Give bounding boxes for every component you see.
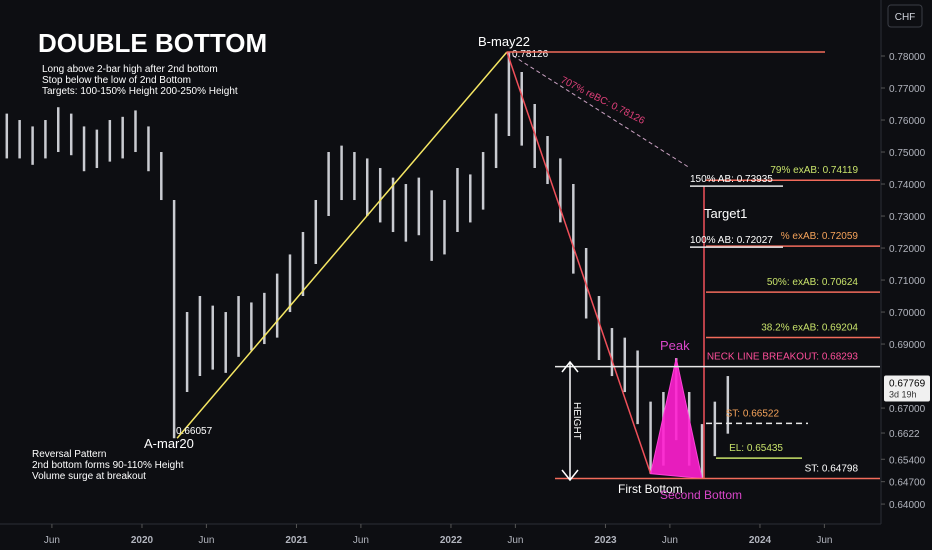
y-tick-label: 0.6622 bbox=[889, 429, 920, 440]
y-tick-label: 0.72000 bbox=[889, 244, 926, 255]
currency-button[interactable] bbox=[887, 4, 923, 28]
note: 2nd bottom forms 90-110% Height bbox=[32, 460, 184, 471]
arrow-head bbox=[561, 360, 579, 373]
y-tick-label: 0.73000 bbox=[889, 212, 926, 223]
level-label: ST: 0.66522 bbox=[726, 408, 780, 419]
level-label: 38.2% exAB: 0.69204 bbox=[761, 323, 858, 334]
y-tick-label: 0.77000 bbox=[889, 84, 926, 95]
annotation: Peak bbox=[660, 338, 690, 353]
annotation: First Bottom bbox=[618, 482, 683, 496]
note: Reversal Pattern bbox=[32, 449, 106, 460]
x-tick-label: 2020 bbox=[131, 535, 154, 546]
y-tick-label: 0.74000 bbox=[889, 180, 926, 191]
ab-label: 100% AB: 0.72027 bbox=[690, 235, 773, 246]
last-price: 0.67769 bbox=[889, 378, 926, 389]
note: Targets: 100-150% Height 200-250% Height bbox=[42, 86, 238, 97]
x-tick-label: Jun bbox=[816, 535, 832, 546]
y-tick-label: 0.76000 bbox=[889, 116, 926, 127]
double-bottom-shape bbox=[649, 358, 703, 480]
point-label: A-mar20 bbox=[144, 436, 194, 451]
x-tick-label: 2022 bbox=[440, 535, 463, 546]
point-price: 0.66057 bbox=[176, 426, 213, 437]
y-tick-label: 0.64700 bbox=[889, 478, 926, 489]
x-tick-label: Jun bbox=[662, 535, 678, 546]
note: Stop below the low of 2nd Bottom bbox=[42, 75, 191, 86]
x-tick-label: Jun bbox=[198, 535, 214, 546]
level-label: 50%: exAB: 0.70624 bbox=[767, 277, 859, 288]
level-label: 79% exAB: 0.74119 bbox=[770, 165, 858, 176]
note: Volume surge at breakout bbox=[32, 471, 146, 482]
point-price: 0.78126 bbox=[512, 49, 549, 60]
ab-label: 150% AB: 0.73935 bbox=[690, 174, 773, 185]
x-tick-label: 2023 bbox=[594, 535, 617, 546]
annotation: Second Bottom bbox=[660, 488, 742, 502]
countdown: 3d 19h bbox=[889, 389, 917, 399]
y-tick-label: 0.69000 bbox=[889, 340, 926, 351]
level-label: ST: 0.64798 bbox=[805, 464, 859, 475]
y-tick-label: 0.64000 bbox=[889, 500, 926, 511]
y-tick-label: 0.75000 bbox=[889, 148, 926, 159]
x-tick-label: Jun bbox=[353, 535, 369, 546]
y-tick-label: 0.78000 bbox=[889, 52, 926, 63]
note: Long above 2-bar high after 2nd bottom bbox=[42, 64, 218, 75]
arrow-head bbox=[561, 469, 579, 482]
last-price-tag bbox=[884, 375, 930, 402]
annotation: HEIGHT bbox=[571, 402, 582, 440]
x-tick-label: 2021 bbox=[285, 535, 308, 546]
level-label: % exAB: 0.72059 bbox=[781, 231, 859, 242]
a-b-leg bbox=[176, 51, 508, 439]
y-tick-label: 0.67000 bbox=[889, 404, 926, 415]
annotation: Target1 bbox=[704, 206, 747, 221]
level-label: NECK LINE BREAKOUT: 0.68293 bbox=[707, 352, 859, 363]
point-label: B-may22 bbox=[478, 34, 530, 49]
x-tick-label: 2024 bbox=[749, 535, 772, 546]
level-label: EL: 0.65435 bbox=[729, 443, 783, 454]
currency[interactable]: CHF bbox=[895, 12, 916, 23]
x-tick-label: Jun bbox=[507, 535, 523, 546]
y-tick-label: 0.65400 bbox=[889, 455, 926, 466]
x-tick-label: Jun bbox=[44, 535, 60, 546]
rebc-line bbox=[506, 51, 691, 169]
y-tick-label: 0.70000 bbox=[889, 308, 926, 319]
b-c-leg bbox=[506, 51, 652, 474]
chart-title: DOUBLE BOTTOM bbox=[38, 28, 267, 58]
y-tick-label: 0.71000 bbox=[889, 276, 926, 287]
